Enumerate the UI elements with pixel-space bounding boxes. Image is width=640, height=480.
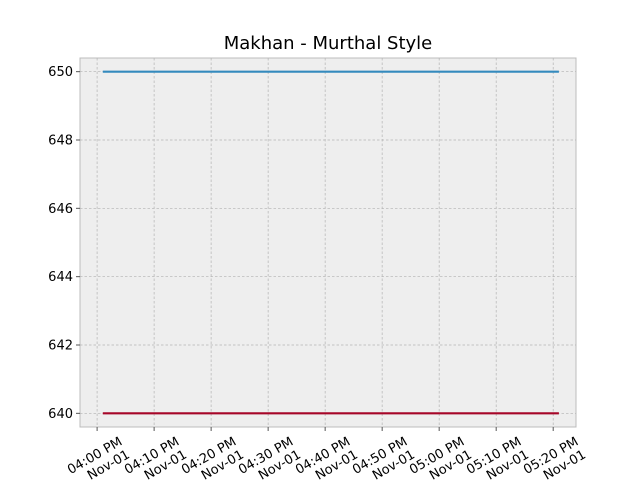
x-tick-label: 05:10 PMNov-01 bbox=[464, 434, 532, 480]
y-tick-label: 642 bbox=[48, 339, 73, 354]
x-tick-label: 04:20 PMNov-01 bbox=[179, 434, 247, 480]
series-lines bbox=[102, 70, 559, 415]
y-tick-label: 648 bbox=[48, 134, 73, 149]
x-tick-label: 05:20 PMNov-01 bbox=[521, 434, 589, 480]
plot-area bbox=[79, 57, 577, 428]
x-tick-label: 04:50 PMNov-01 bbox=[350, 434, 418, 480]
x-tick-label: 04:10 PMNov-01 bbox=[122, 434, 190, 480]
y-tick-label: 650 bbox=[48, 65, 73, 80]
y-tick-label: 646 bbox=[48, 202, 73, 217]
x-tick-label: 05:00 PMNov-01 bbox=[407, 434, 475, 480]
x-tick-label: 04:40 PMNov-01 bbox=[293, 434, 361, 480]
chart-title: Makhan - Murthal Style bbox=[224, 33, 433, 54]
x-tick-label: 04:00 PMNov-01 bbox=[65, 434, 133, 480]
y-tick-label: 644 bbox=[48, 270, 73, 285]
y-axis: 640 642 644 646 648 650 bbox=[48, 65, 80, 422]
y-tick-label: 640 bbox=[48, 407, 73, 422]
x-tick-label: 04:30 PMNov-01 bbox=[236, 434, 304, 480]
